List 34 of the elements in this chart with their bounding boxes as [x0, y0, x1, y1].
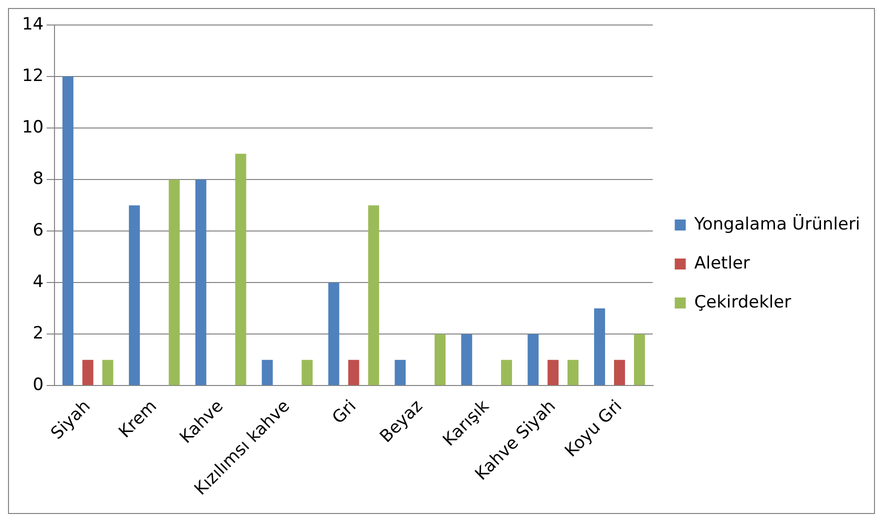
legend-label: Çekirdekler — [694, 292, 792, 312]
y-tick-label: 0 — [32, 375, 44, 396]
bar — [434, 334, 446, 386]
legend-label: Aletler — [694, 253, 750, 274]
x-tick-label: Gri — [328, 396, 360, 428]
bar — [461, 334, 472, 386]
y-tick-label: 10 — [22, 117, 44, 138]
bar — [501, 360, 512, 386]
bar — [82, 360, 94, 386]
legend-label: Yongalama Ürünleri — [693, 213, 860, 234]
bar — [102, 360, 114, 386]
y-tick-label: 8 — [32, 168, 44, 189]
bar — [614, 360, 626, 386]
y-tick-label: 6 — [32, 220, 44, 241]
bar — [568, 360, 578, 386]
bar — [328, 282, 340, 386]
y-tick-label: 14 — [22, 14, 44, 34]
y-tick-label: 12 — [22, 66, 44, 86]
bar — [548, 360, 559, 386]
y-tick-label: 2 — [32, 324, 44, 344]
bar — [594, 308, 606, 386]
y-tick-label: 4 — [32, 272, 44, 292]
bar — [168, 180, 180, 386]
bar — [528, 334, 539, 386]
bar — [348, 360, 360, 386]
bar — [262, 360, 273, 386]
bar — [128, 205, 140, 386]
bar — [394, 360, 406, 386]
bar — [62, 76, 74, 386]
bar — [634, 334, 645, 386]
bar — [302, 360, 313, 386]
bar — [195, 180, 206, 386]
bar — [368, 205, 380, 386]
bar — [235, 154, 246, 386]
